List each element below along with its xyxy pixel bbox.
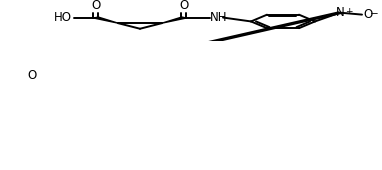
Text: O: O [91,0,100,12]
Text: O: O [180,0,189,12]
Text: O: O [363,8,372,21]
Text: −: − [370,9,379,19]
Polygon shape [94,17,118,23]
Text: O: O [28,69,37,82]
Text: +: + [345,7,353,16]
Text: NH: NH [210,11,228,24]
Text: HO: HO [54,11,72,24]
Text: N: N [336,6,345,19]
Polygon shape [162,17,186,23]
